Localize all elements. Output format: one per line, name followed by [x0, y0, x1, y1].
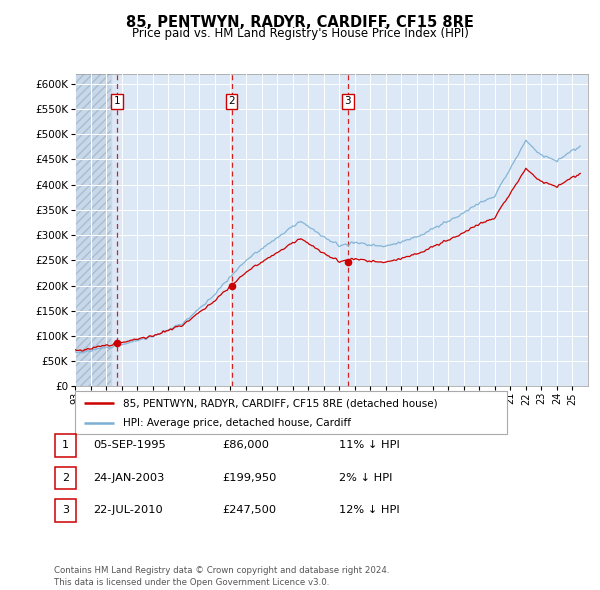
Text: £199,950: £199,950: [222, 473, 277, 483]
Text: 2: 2: [228, 97, 235, 106]
Text: 3: 3: [344, 97, 351, 106]
Text: 85, PENTWYN, RADYR, CARDIFF, CF15 8RE (detached house): 85, PENTWYN, RADYR, CARDIFF, CF15 8RE (d…: [122, 398, 437, 408]
Text: 11% ↓ HPI: 11% ↓ HPI: [339, 441, 400, 450]
Text: 3: 3: [62, 506, 69, 515]
Text: 2: 2: [62, 473, 69, 483]
Text: £247,500: £247,500: [222, 506, 276, 515]
Text: Price paid vs. HM Land Registry's House Price Index (HPI): Price paid vs. HM Land Registry's House …: [131, 27, 469, 40]
FancyBboxPatch shape: [55, 434, 76, 457]
Text: 24-JAN-2003: 24-JAN-2003: [93, 473, 164, 483]
Text: 22-JUL-2010: 22-JUL-2010: [93, 506, 163, 515]
Text: HPI: Average price, detached house, Cardiff: HPI: Average price, detached house, Card…: [122, 418, 350, 428]
Text: 05-SEP-1995: 05-SEP-1995: [93, 441, 166, 450]
FancyBboxPatch shape: [55, 499, 76, 522]
FancyBboxPatch shape: [55, 467, 76, 489]
Text: Contains HM Land Registry data © Crown copyright and database right 2024.
This d: Contains HM Land Registry data © Crown c…: [54, 566, 389, 587]
Text: 12% ↓ HPI: 12% ↓ HPI: [339, 506, 400, 515]
Text: £86,000: £86,000: [222, 441, 269, 450]
Bar: [75, 74, 111, 386]
Bar: [75, 74, 111, 386]
FancyBboxPatch shape: [75, 391, 507, 434]
Text: 1: 1: [62, 441, 69, 450]
Text: 2% ↓ HPI: 2% ↓ HPI: [339, 473, 392, 483]
Text: 1: 1: [113, 97, 120, 106]
Text: 85, PENTWYN, RADYR, CARDIFF, CF15 8RE: 85, PENTWYN, RADYR, CARDIFF, CF15 8RE: [126, 15, 474, 30]
